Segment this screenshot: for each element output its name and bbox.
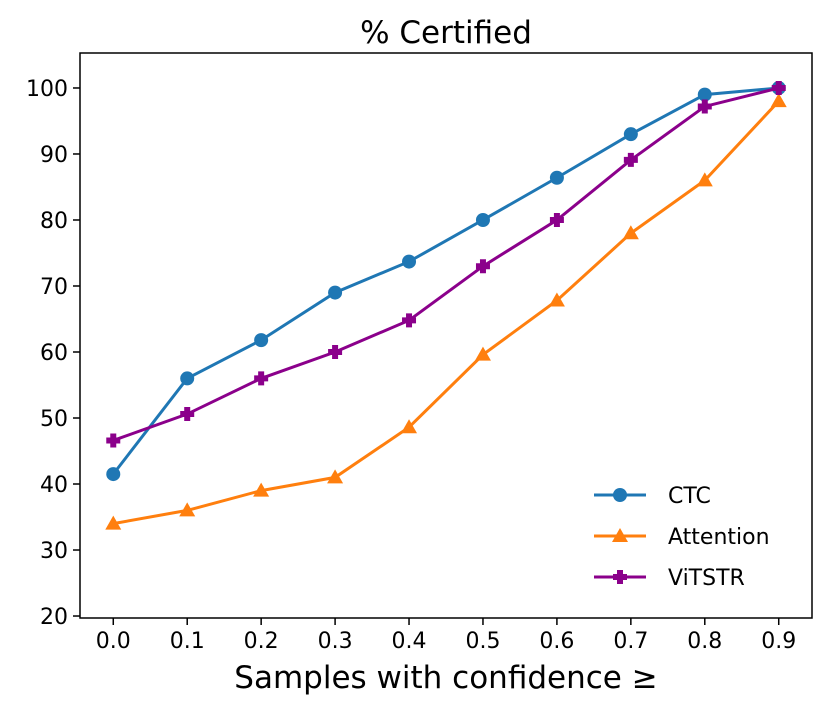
circle-marker [549,170,564,185]
x-tick-label: 0.0 [96,629,131,654]
x-tick-label: 0.1 [170,629,205,654]
x-tick-label: 0.5 [465,629,500,654]
chart-title: % Certified [360,15,532,51]
y-tick-label: 50 [40,407,68,432]
plus-marker [402,313,417,328]
y-tick-label: 20 [40,605,68,630]
y-tick-label: 60 [40,341,68,366]
y-tick-label: 40 [40,473,68,498]
x-axis-label: Samples with confidence ≥ [234,660,657,696]
legend: CTC Attention ViTSTR [594,484,770,591]
legend-entry: Attention [594,525,770,550]
triangle-marker [622,225,639,240]
triangle-marker [327,469,344,484]
triangle-marker [105,515,122,530]
legend-label: CTC [668,484,711,509]
legend-entry: ViTSTR [594,566,745,591]
series-line [113,100,780,526]
plus-marker [697,99,712,114]
legend-entry: CTC [594,484,711,509]
series-line [112,86,779,476]
series-vitstr [106,80,786,448]
circle-marker [402,254,417,269]
plus-marker [254,371,269,386]
plus-marker [328,345,343,360]
y-tick-label: 70 [40,275,68,300]
circle-marker [328,285,343,300]
series-line [112,86,780,442]
series-ctc [106,80,786,482]
triangle-marker [548,292,565,307]
x-tick-label: 0.8 [687,629,722,654]
triangle-marker [612,528,628,542]
x-tick-label: 0.2 [244,629,279,654]
x-tick-label: 0.9 [761,629,796,654]
circle-marker [106,467,121,482]
circle-marker [623,127,638,142]
circle-marker [475,212,490,227]
plus-marker [623,152,638,167]
legend-label: Attention [668,525,770,550]
plus-marker [771,80,786,95]
x-tick-label: 0.4 [392,629,427,654]
x-tick-label: 0.3 [318,629,353,654]
x-tick-label: 0.7 [613,629,648,654]
triangle-marker [696,172,713,187]
plus-marker [475,259,490,274]
circle-marker [254,333,269,348]
plot-frame [79,52,813,619]
y-tick-label: 30 [40,539,68,564]
plus-marker [613,570,627,584]
triangle-marker [179,502,196,517]
triangle-marker [770,93,787,108]
y-tick-label: 90 [40,143,68,168]
circle-marker [613,488,627,502]
triangle-marker [253,482,270,497]
series-attention [105,93,787,530]
x-tick-label: 0.6 [539,629,574,654]
plus-marker [180,407,195,422]
triangle-marker [401,419,418,434]
plus-marker [106,433,121,448]
y-tick-label: 80 [40,209,68,234]
circle-marker [697,87,712,102]
legend-label: ViTSTR [668,566,745,591]
plus-marker [549,212,564,227]
triangle-marker [474,346,491,361]
y-tick-label: 100 [26,77,68,102]
circle-marker [180,371,195,386]
